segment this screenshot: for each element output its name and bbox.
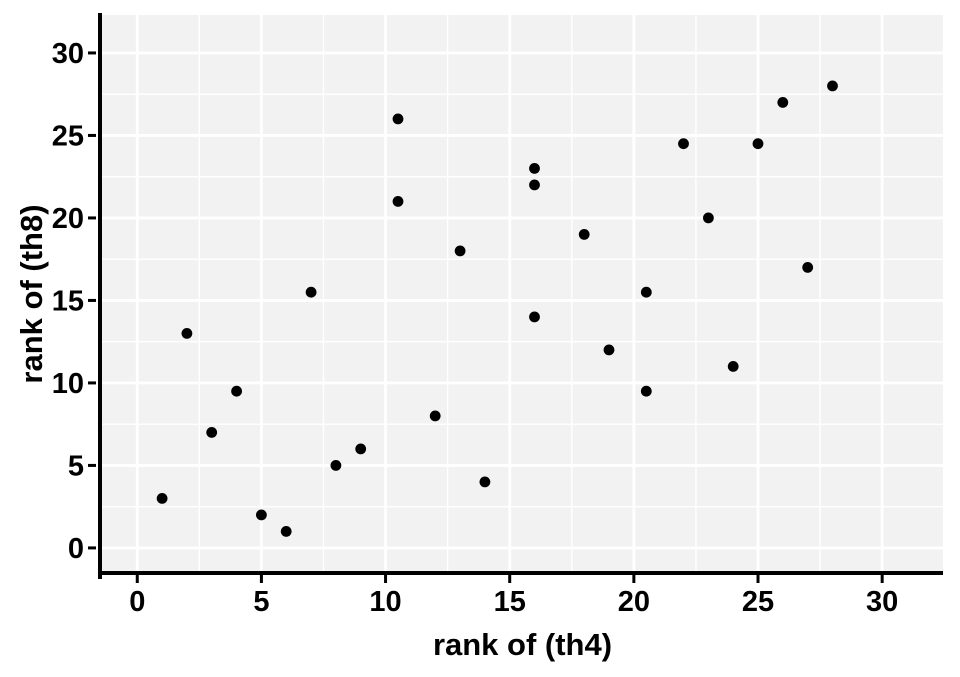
axis-lines bbox=[98, 13, 943, 579]
y-tick-label: 30 bbox=[52, 38, 84, 70]
data-point bbox=[678, 138, 689, 150]
data-point bbox=[454, 245, 466, 257]
y-tick-label: 10 bbox=[52, 368, 84, 400]
y-tick-label: 0 bbox=[68, 533, 84, 565]
x-axis-line bbox=[98, 571, 943, 575]
y-axis-line bbox=[98, 13, 102, 579]
data-point bbox=[280, 526, 292, 537]
data-point bbox=[256, 509, 267, 521]
x-axis-title: rank of (th4) bbox=[433, 627, 612, 662]
x-tick-label: 5 bbox=[253, 586, 269, 618]
x-tick-label: 0 bbox=[129, 586, 145, 618]
data-point bbox=[802, 262, 814, 273]
data-point bbox=[392, 113, 404, 125]
data-point bbox=[529, 163, 540, 174]
data-point bbox=[330, 460, 342, 471]
x-tick-label: 15 bbox=[494, 586, 526, 618]
y-tick-label: 20 bbox=[52, 203, 84, 235]
y-tick-label: 5 bbox=[68, 450, 84, 482]
data-point bbox=[181, 328, 193, 339]
data-point bbox=[703, 212, 714, 224]
data-point bbox=[603, 344, 615, 356]
data-point bbox=[392, 196, 404, 207]
data-point bbox=[640, 385, 652, 397]
tick-marks bbox=[88, 51, 884, 583]
data-point bbox=[827, 80, 838, 92]
data-point bbox=[529, 179, 540, 191]
data-point bbox=[479, 476, 491, 488]
data-point bbox=[640, 286, 652, 298]
y-tick-label: 15 bbox=[52, 285, 84, 317]
data-point bbox=[727, 361, 739, 372]
x-tick-label: 30 bbox=[866, 586, 898, 618]
data-point bbox=[429, 410, 441, 422]
data-point bbox=[578, 229, 590, 240]
tick-labels: 0 5 10 15 20 25 30 0 5 10 15 20 25 30 bbox=[52, 38, 899, 618]
y-tick-label: 25 bbox=[52, 120, 84, 152]
x-tick-label: 25 bbox=[742, 586, 774, 618]
x-tick-label: 10 bbox=[369, 586, 401, 618]
minor-gridlines bbox=[102, 15, 943, 573]
data-point bbox=[529, 311, 540, 323]
data-points-layer bbox=[156, 80, 838, 537]
data-point bbox=[355, 443, 367, 455]
y-axis-title: rank of (th8) bbox=[14, 204, 49, 383]
x-tick-label: 20 bbox=[618, 586, 650, 618]
data-point bbox=[777, 97, 789, 108]
major-gridlines bbox=[102, 15, 943, 573]
data-point bbox=[156, 493, 168, 504]
data-point bbox=[752, 138, 764, 150]
data-point bbox=[206, 427, 218, 438]
plot-panel-background bbox=[102, 15, 943, 573]
data-point bbox=[305, 286, 317, 298]
data-point bbox=[231, 385, 243, 397]
